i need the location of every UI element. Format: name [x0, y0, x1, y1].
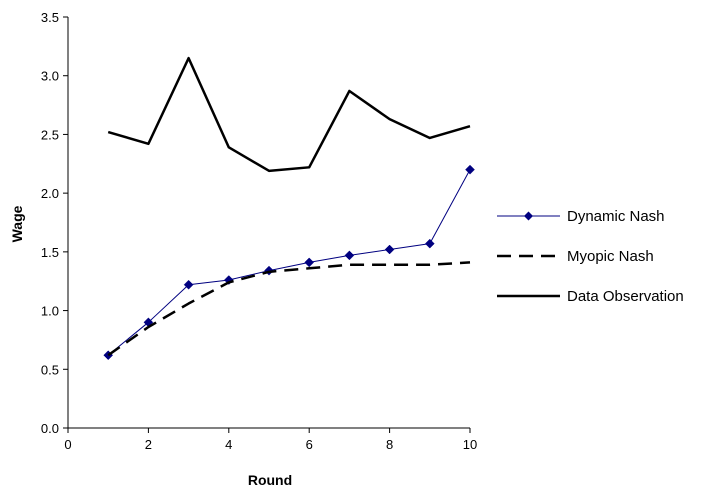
- y-tick-label: 1.0: [41, 304, 59, 319]
- legend-item-data-observation: Data Observation: [497, 288, 684, 305]
- y-tick-label: 2.5: [41, 127, 59, 142]
- legend-item-myopic-nash: Myopic Nash: [497, 248, 654, 265]
- legend-swatch-marker: [524, 211, 533, 221]
- series-line-data-observation: [107, 56, 471, 173]
- y-axis-title: Wage: [9, 205, 25, 242]
- legend: Dynamic Nash Myopic Nash Data Observation: [497, 208, 684, 305]
- data-point-dynamic-nash: [465, 164, 475, 175]
- y-tick-label: 2.0: [41, 186, 59, 201]
- x-tick-label: 6: [306, 437, 313, 452]
- legend-label: Myopic Nash: [567, 248, 654, 265]
- x-axis-ticks: 0 2 4 6 8 10: [64, 428, 477, 452]
- x-tick-label: 8: [386, 437, 393, 452]
- y-axis-ticks: 0.0 0.5 1.0 1.5 2.0 2.5 3.0 3.5: [41, 10, 68, 436]
- x-tick-label: 2: [145, 437, 152, 452]
- data-point-dynamic-nash: [304, 257, 315, 268]
- legend-label: Data Observation: [567, 288, 684, 305]
- legend-item-dynamic-nash: Dynamic Nash: [497, 208, 665, 225]
- series-line-myopic-nash: [107, 261, 471, 357]
- data-point-dynamic-nash: [384, 244, 395, 255]
- legend-label: Dynamic Nash: [567, 208, 665, 225]
- y-tick-label: 3.5: [41, 10, 59, 25]
- data-point-dynamic-nash: [424, 238, 435, 249]
- y-tick-label: 1.5: [41, 245, 59, 260]
- x-tick-label: 4: [225, 437, 232, 452]
- plot-area: [103, 56, 475, 361]
- y-tick-label: 0.5: [41, 362, 59, 377]
- data-point-dynamic-nash: [344, 250, 355, 261]
- data-point-dynamic-nash: [183, 279, 194, 290]
- y-tick-label: 3.0: [41, 69, 59, 84]
- x-axis-title: Round: [248, 472, 292, 488]
- series-line-dynamic-nash: [107, 169, 471, 356]
- x-tick-label: 10: [463, 437, 477, 452]
- x-tick-label: 0: [64, 437, 71, 452]
- y-tick-label: 0.0: [41, 421, 59, 436]
